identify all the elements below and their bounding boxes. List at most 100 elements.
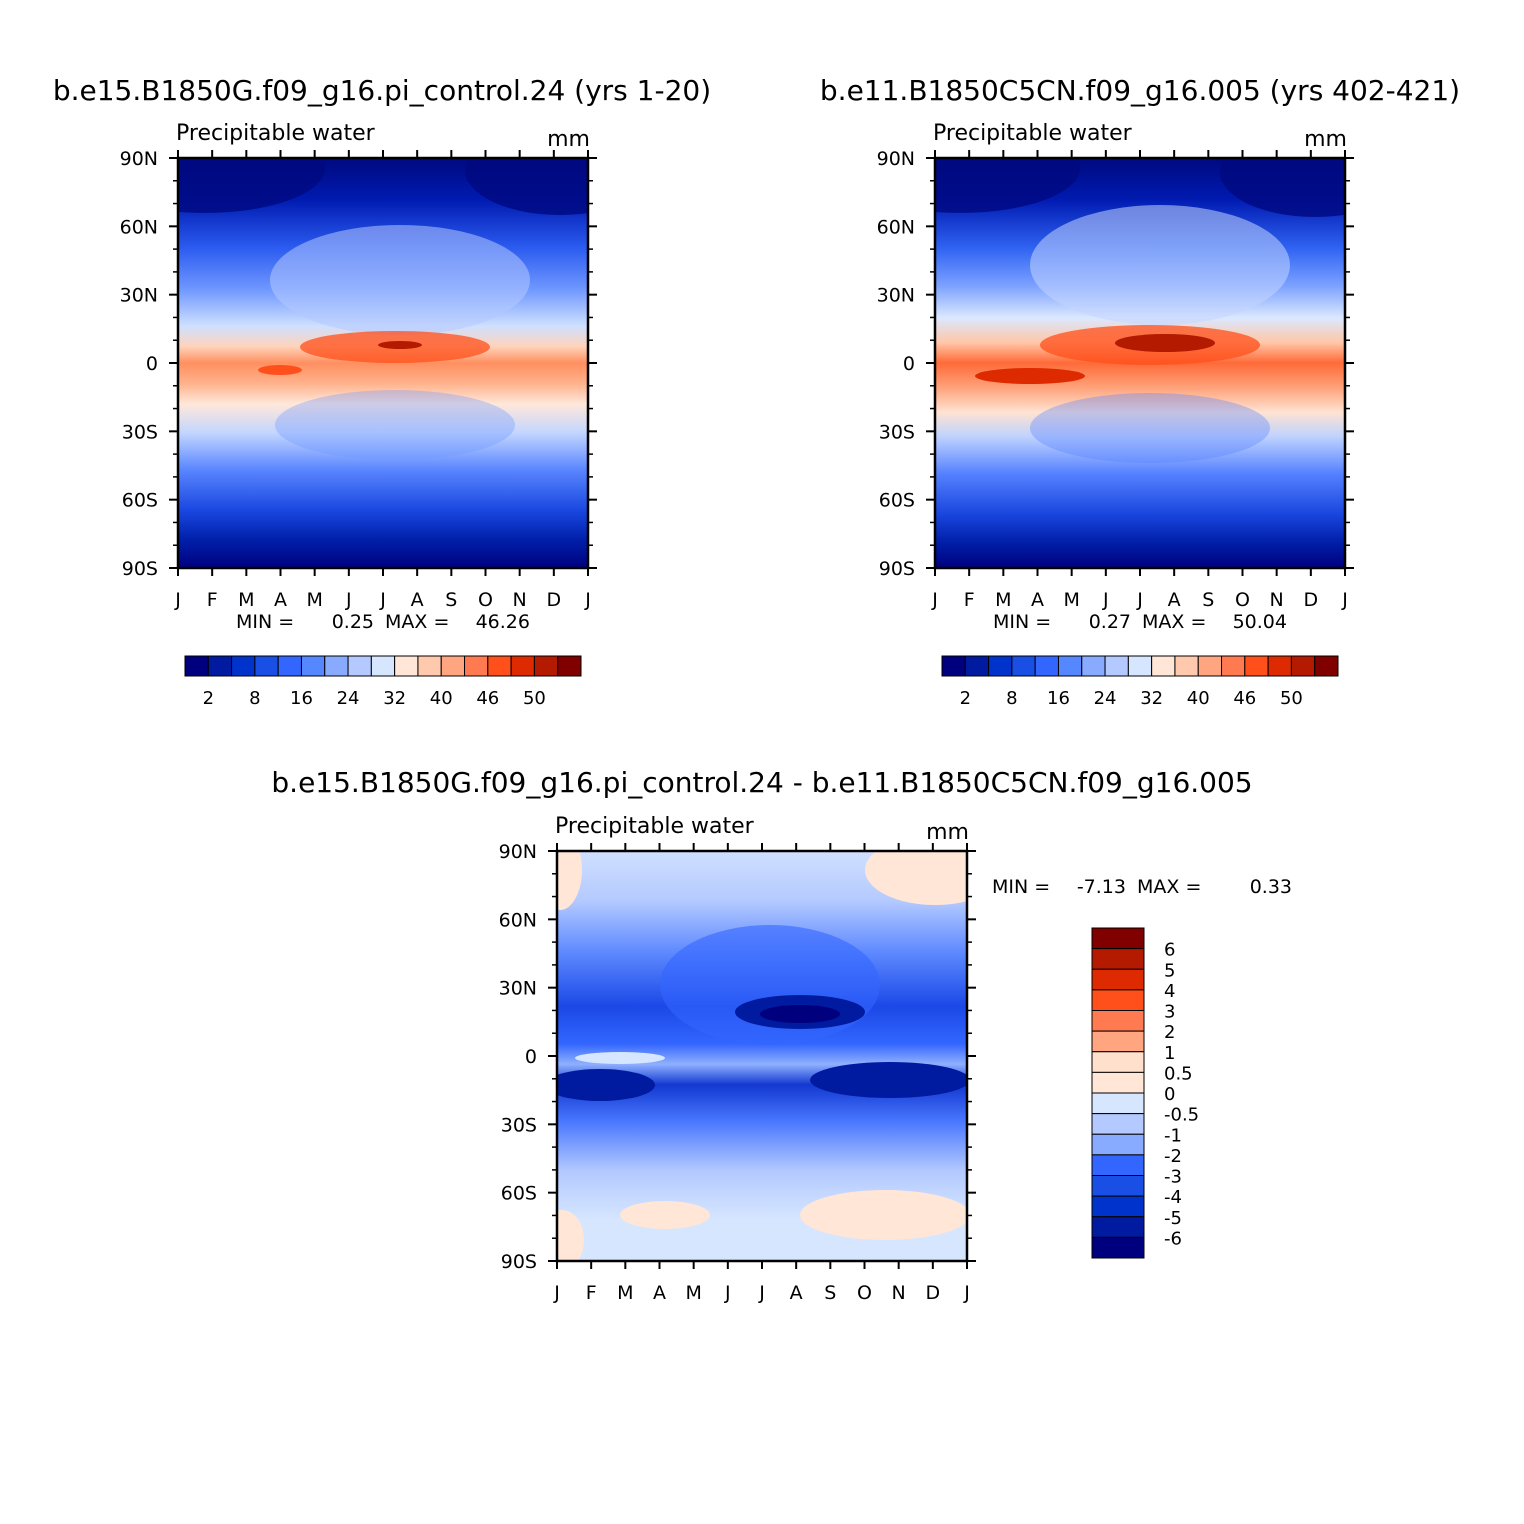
panel-diff-colorbar-label: -0.5 (1164, 1105, 1199, 1126)
panel-a-colorbar-box (557, 655, 582, 677)
panel-b-variable-label: Precipitable water (933, 121, 1133, 146)
panel-a-colorbar-box (207, 655, 233, 677)
panel-diff-x-tick-label: A (790, 1282, 803, 1304)
panel-b-colorbar-box (1197, 655, 1223, 677)
panel-b-arctic-winter-low-2 (1220, 158, 1345, 217)
panel-diff-south-positive-edge (557, 1210, 584, 1261)
panel-a-colorbar-box (510, 655, 535, 677)
panel-diff-colorbar-box (1091, 1154, 1145, 1176)
panel-diff-y-tick-label: 60N (499, 909, 537, 931)
panel-a-plot-area (178, 158, 588, 568)
panel-b-y-tick-label: 30N (877, 285, 915, 307)
panel-diff-colorbar-label: -3 (1164, 1167, 1182, 1188)
panel-b-colorbar-box (1290, 655, 1316, 677)
panel-b-spring-max (975, 368, 1085, 384)
panel-a-colorbar-box (394, 655, 419, 677)
panel-b-units-label: mm (1304, 127, 1347, 152)
panel-diff-colorbar-label: 4 (1164, 981, 1175, 1002)
panel-a-x-tick-label: O (478, 589, 493, 611)
panel-diff-colorbar-box (1091, 927, 1145, 950)
panel-b-colorbar-box (964, 655, 990, 677)
panel-a-y-tick-label: 30S (122, 421, 158, 443)
panel-a-colorbar-box (347, 655, 372, 677)
panel-b-colorbar-box (941, 655, 966, 677)
panel-diff-units-label: mm (926, 820, 969, 845)
panel-b-colorbar-box (1011, 655, 1036, 677)
panel-b-colorbar-box (1034, 655, 1059, 677)
panel-a-southern-lobe (275, 390, 515, 460)
panel-diff-colorbar-label: -1 (1164, 1125, 1182, 1146)
panel-b-colorbar-label: 2 (960, 688, 971, 709)
panel-diff-colorbar-box (1091, 1113, 1145, 1135)
panel-a-colorbar-label: 50 (523, 688, 546, 709)
panel-a-y-tick-label: 0 (146, 353, 158, 375)
panel-diff-max-label: MAX = (1137, 876, 1201, 898)
panel-a-colorbar-box (300, 655, 326, 677)
panel-a-units-label: mm (547, 127, 590, 152)
panel-diff-x-tick-label: J (724, 1282, 731, 1304)
panel-b-colorbar-label: 16 (1047, 688, 1070, 709)
panel-b-colorbar-box (1081, 655, 1106, 677)
panel-diff-south-positive-east (800, 1190, 967, 1240)
panel-a-min-value: 0.25 (332, 611, 374, 633)
panel-a-colorbar-box (184, 655, 209, 677)
panel-a-colorbar-box (533, 655, 559, 677)
panel-b-colorbar-box (988, 655, 1013, 677)
panel-diff-y-tick-label: 30N (499, 978, 537, 1000)
panel-b-colorbar-box (1104, 655, 1129, 677)
panel-diff-arctic-positive-east (865, 851, 967, 905)
panel-diff-x-tick-label: M (617, 1282, 633, 1304)
panel-a-y-tick-label: 60S (122, 490, 158, 512)
panel-b-x-tick-label: F (964, 589, 975, 611)
panel-diff-colorbar-label: 3 (1164, 1002, 1175, 1023)
panel-b-y-tick-label: 30S (879, 421, 915, 443)
panel-b-colorbar-box (1267, 655, 1292, 677)
panel-a-colorbar-box (277, 655, 302, 677)
panel-diff-plot-area (557, 851, 967, 1261)
panel-diff-colorbar-label: -5 (1164, 1208, 1182, 1229)
panel-diff-y-tick-label: 0 (525, 1046, 537, 1068)
panel-b-colorbar-box (1174, 655, 1199, 677)
panel-diff-min-label: MIN = (992, 876, 1050, 898)
panel-a-max-value: 46.26 (476, 611, 530, 633)
panel-a-colorbar-label: 8 (249, 688, 260, 709)
panel-b-x-tick-label: N (1270, 589, 1284, 611)
panel-b-x-tick-label: S (1202, 589, 1214, 611)
panel-b-x-tick-label: D (1304, 589, 1319, 611)
panel-diff-south-dry-east (810, 1062, 967, 1098)
panel-diff-colorbar-box (1091, 1092, 1145, 1115)
panel-a-colorbar-box (324, 655, 349, 677)
panel-diff-colorbar-label: -2 (1164, 1146, 1182, 1167)
panel-a-y-tick-label: 90S (122, 558, 158, 580)
panel-b-colorbar-box (1314, 655, 1339, 677)
panel-diff-colorbar-label: -6 (1164, 1228, 1182, 1249)
panel-b-colorbar-label: 24 (1094, 688, 1117, 709)
panel-a-colorbar-label: 2 (203, 688, 214, 709)
panel-b-colorbar-box (1244, 655, 1269, 677)
panel-b-x-tick-label: A (1168, 589, 1181, 611)
panel-diff-colorbar-box (1091, 989, 1145, 1011)
panel-b-colorbar-label: 8 (1006, 688, 1017, 709)
panel-diff-colorbar-box (1091, 1133, 1145, 1156)
panel-diff-x-tick-label: N (892, 1282, 906, 1304)
panel-b-x-tick-label: J (1102, 589, 1109, 611)
panel-a-colorbar-box (231, 655, 256, 677)
panel-b-x-tick-label: M (995, 589, 1011, 611)
panel-b-colorbar-label: 50 (1280, 688, 1303, 709)
panel-a-x-tick-label: J (584, 589, 591, 611)
panel-diff-y-tick-label: 90N (499, 841, 537, 863)
panel-a-y-tick-label: 90N (120, 148, 158, 170)
panel-a-x-tick-label: A (411, 589, 424, 611)
panel-b-x-tick-label: M (1063, 589, 1079, 611)
panel-b-max-value: 50.04 (1233, 611, 1287, 633)
panel-b-y-tick-label: 60N (877, 216, 915, 238)
panel-a-colorbar-label: 24 (337, 688, 360, 709)
panel-diff-colorbar-label: 0.5 (1164, 1063, 1193, 1084)
panel-b-southern-lobe (1030, 393, 1270, 463)
panel-a-x-tick-label: A (274, 589, 287, 611)
panel-a-x-tick-label: S (445, 589, 457, 611)
panel-b-arctic-winter-low (935, 158, 1080, 213)
panel-diff-y-tick-label: 60S (501, 1183, 537, 1205)
panel-b-colorbar-box (1127, 655, 1153, 677)
